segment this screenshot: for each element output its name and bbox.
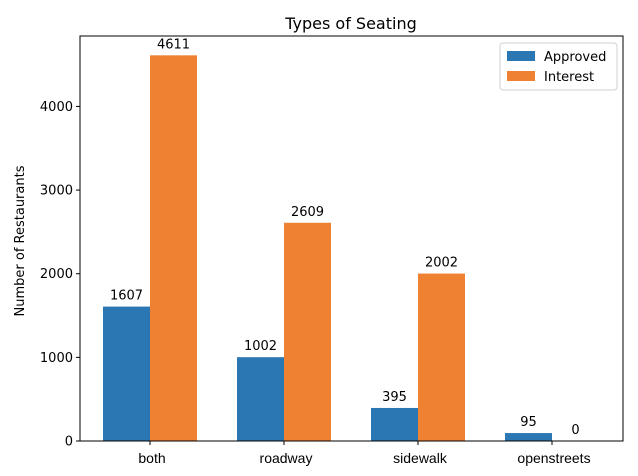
data-label-interest-roadway: 2609 xyxy=(291,205,324,220)
y-tick-label: 0 xyxy=(65,435,73,450)
plot-area: 0 1000 2000 3000 4000 1607 4611 both 1002 2609 roa… xyxy=(40,37,591,466)
x-tick-label: sidewalk xyxy=(393,450,448,466)
x-tick-label: roadway xyxy=(260,450,313,466)
bar-approved-sidewalk xyxy=(371,407,418,441)
data-label-approved-both: 1607 xyxy=(110,289,143,304)
bar-interest-both xyxy=(150,55,197,441)
data-label-interest-sidewalk: 2002 xyxy=(425,256,458,271)
data-label-interest-both: 4611 xyxy=(157,37,190,52)
y-tick-label: 3000 xyxy=(40,184,73,199)
legend-swatch-interest xyxy=(507,71,535,81)
chart-title: Types of Seating xyxy=(284,14,417,33)
bar-approved-openstreets xyxy=(505,433,552,441)
x-tick-label: both xyxy=(138,450,165,466)
data-label-interest-openstreets: 0 xyxy=(571,423,579,438)
bar-approved-roadway xyxy=(237,357,284,441)
data-label-approved-roadway: 1002 xyxy=(244,339,277,354)
legend-label-approved: Approved xyxy=(544,50,606,65)
y-tick-label: 2000 xyxy=(40,267,73,282)
y-tick-label: 1000 xyxy=(40,351,73,366)
bar-approved-both xyxy=(103,306,150,441)
bar-interest-roadway xyxy=(284,222,331,441)
data-label-approved-sidewalk: 395 xyxy=(382,390,407,405)
legend: Approved Interest xyxy=(499,42,618,91)
data-label-approved-openstreets: 95 xyxy=(520,415,537,430)
bar-interest-sidewalk xyxy=(418,273,465,441)
plot-frame xyxy=(79,35,624,442)
y-axis-label: Number of Restaurants xyxy=(13,165,28,316)
x-tick-label: openstreets xyxy=(517,450,590,466)
legend-swatch-approved xyxy=(507,51,535,61)
y-tick-label: 4000 xyxy=(40,100,73,115)
legend-label-interest: Interest xyxy=(544,70,594,85)
